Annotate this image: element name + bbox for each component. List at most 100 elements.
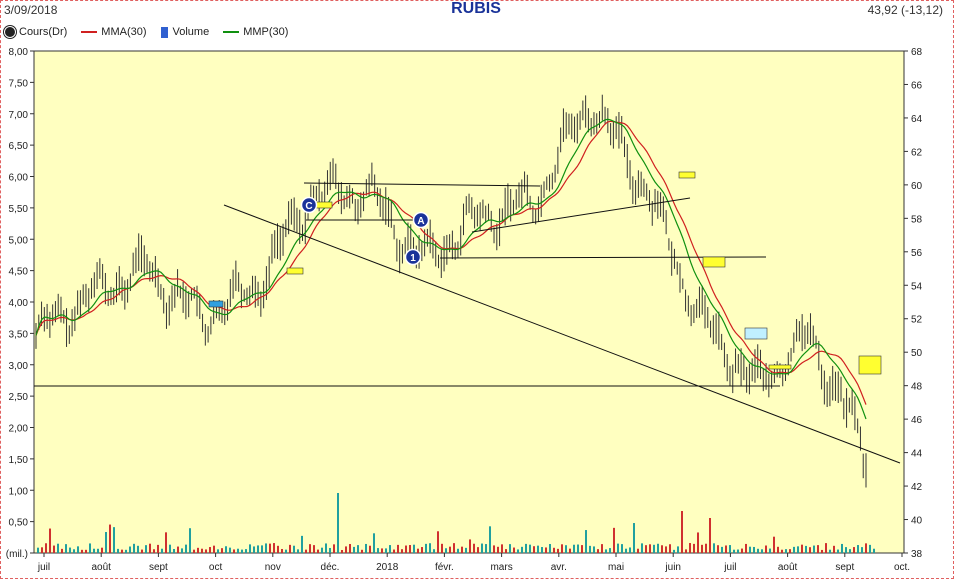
marker-yellow-large[interactable] (858, 355, 882, 375)
volume-bar (85, 549, 87, 553)
x-tick-label: déc. (321, 562, 340, 573)
volume-bar (37, 547, 39, 553)
volume-bar (537, 545, 539, 553)
volume-bar (601, 544, 603, 553)
right-tick-label: 48 (911, 382, 923, 393)
volume-bar (313, 545, 315, 553)
annotation-badge-label: A (417, 216, 424, 227)
badge-layer: C A 1 (300, 196, 430, 266)
mmp-line (35, 118, 867, 420)
volume-bar (129, 546, 131, 553)
volume-bar (625, 548, 627, 553)
legend-item-volume[interactable]: Volume (160, 26, 210, 38)
volume-bar (861, 547, 863, 553)
volume-bar (585, 530, 587, 553)
volume-bar (737, 549, 739, 553)
volume-bar (209, 547, 211, 553)
volume-bar (437, 531, 439, 553)
volume-bar (649, 544, 651, 553)
marker-yellow[interactable] (678, 171, 696, 179)
right-tick-label: 68 (911, 47, 923, 58)
volume-bar (721, 546, 723, 553)
volume-bar (445, 548, 447, 553)
volume-bar (777, 546, 779, 553)
volume-bar (297, 549, 299, 553)
marker-yellow[interactable] (768, 364, 792, 370)
marker-yellow[interactable] (315, 201, 333, 209)
left-tick-label: 8,00 (9, 47, 29, 58)
volume-bar (493, 545, 495, 553)
volume-bar (381, 548, 383, 553)
volume-bar (169, 544, 171, 553)
volume-bar (453, 543, 455, 553)
right-tick-label: 40 (911, 516, 923, 527)
x-tick-label: juil (723, 562, 736, 573)
mmp-line-icon (223, 31, 240, 33)
x-tick-label: oct. (894, 562, 910, 573)
volume-bar (301, 535, 303, 553)
volume-bar (241, 549, 243, 553)
marker-lightblue[interactable] (744, 327, 768, 340)
volume-bar (109, 524, 111, 553)
right-tick-label: 46 (911, 415, 923, 426)
volume-bar (417, 548, 419, 553)
right-tick-label: 64 (911, 114, 923, 125)
volume-bar (321, 547, 323, 553)
marker-blue[interactable] (208, 300, 224, 308)
left-tick-label: 1,00 (9, 486, 29, 497)
x-tick-label: sept (835, 562, 854, 573)
volume-bar (421, 547, 423, 553)
volume-bar (529, 544, 531, 553)
chart-title: RUBIS (451, 0, 501, 17)
volume-bar (497, 546, 499, 553)
marker-yellow[interactable] (702, 256, 726, 268)
volume-bar (177, 546, 179, 553)
left-tick-label: 4,00 (9, 298, 29, 309)
legend-label-mmp: MMP(30) (243, 26, 289, 38)
volume-bar (749, 546, 751, 553)
volume-bar (693, 543, 695, 553)
legend-label-volume: Volume (172, 26, 210, 38)
right-tick-label: 66 (911, 80, 923, 91)
volume-bar (741, 548, 743, 553)
volume-bar (753, 546, 755, 553)
marker-layer (208, 171, 882, 375)
x-tick-label: août (778, 562, 798, 573)
legend-item-price[interactable]: Cours(Dr) (4, 26, 67, 38)
volume-bar (485, 544, 487, 553)
volume-bar (717, 545, 719, 553)
legend-item-mma[interactable]: MMA(30) (81, 26, 147, 38)
volume-bar (697, 532, 699, 553)
volume-bar (449, 546, 451, 553)
volume-bar (513, 547, 515, 553)
volume-bar (293, 545, 295, 553)
left-axis: 8,00 7,50 7,00 6,50 6,00 5,50 5,00 4,50 4,00 3,50… (6, 47, 34, 560)
volume-bar (97, 548, 99, 553)
volume-bar (689, 543, 691, 553)
volume-bar (509, 544, 511, 553)
volume-bar (561, 544, 563, 553)
volume-bar (469, 539, 471, 553)
date-label: 3/09/2018 (4, 3, 58, 17)
volume-bar (773, 536, 775, 553)
left-tick-label: 5,00 (9, 235, 29, 246)
legend-item-mmp[interactable]: MMP(30) (223, 26, 288, 38)
volume-bar (237, 548, 239, 553)
volume-bar (785, 549, 787, 553)
left-tick-label: 3,50 (9, 329, 29, 340)
volume-bar (765, 545, 767, 553)
volume-bar (857, 545, 859, 553)
volume-bar (405, 545, 407, 553)
mma-line-icon (81, 31, 98, 33)
marker-yellow[interactable] (286, 267, 304, 275)
left-tick-label: 5,50 (9, 204, 29, 215)
down-trendline (223, 204, 901, 464)
volume-bar (621, 544, 623, 553)
volume-bar (477, 547, 479, 553)
volume-bar (389, 545, 391, 553)
volume-bar (173, 549, 175, 553)
volume-bar (305, 549, 307, 553)
volume-bar (229, 547, 231, 553)
volume-bar (41, 547, 43, 553)
volume-bar (165, 532, 167, 553)
